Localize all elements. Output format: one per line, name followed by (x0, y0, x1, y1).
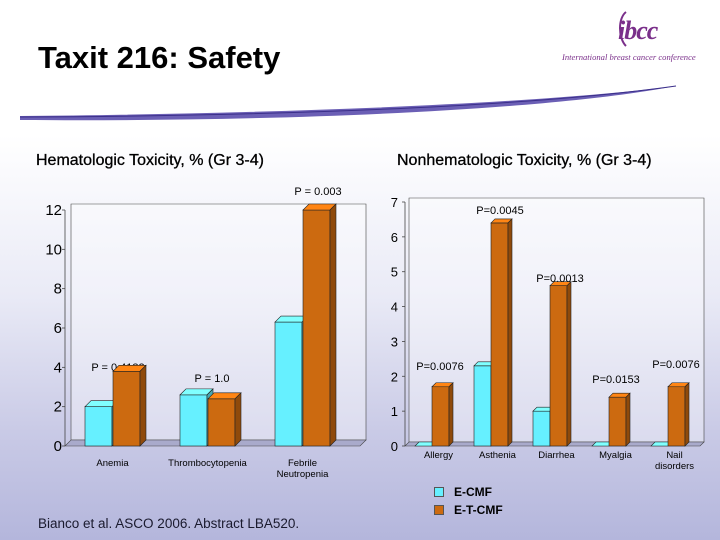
hematologic-chart-title: Hematologic Toxicity, % (Gr 3-4) (36, 152, 264, 169)
bar-front (112, 370, 141, 447)
p-value-label: P=0.0013 (536, 273, 583, 285)
p-value-label: P = 1.0 (195, 373, 230, 385)
legend-label: E-T-CMF (454, 503, 503, 517)
bar-side (139, 364, 147, 447)
bar-e-t-cmf (302, 203, 337, 447)
y-tick-label: 2 (391, 369, 398, 384)
logo-arc (619, 11, 627, 47)
legend-swatch-ecmf (434, 487, 444, 497)
nonhematologic-chart-title: Nonhematologic Toxicity, % (Gr 3-4) (397, 152, 652, 169)
x-tick-label: Neutropenia (277, 469, 329, 480)
y-tick-label: 12 (45, 202, 62, 219)
logo-subtitle: International breast cancer conference (562, 52, 696, 62)
bar-e-t-cmf (490, 218, 513, 447)
x-tick-label: Febrile (288, 458, 317, 469)
x-tick-label: Anemia (96, 458, 129, 469)
bar-front (473, 365, 492, 447)
y-tick-label: 8 (54, 281, 62, 298)
legend: E-CMF E-T-CMF (434, 483, 503, 519)
x-tick-label: Nail (666, 450, 682, 461)
bar-e-t-cmf (112, 364, 147, 447)
legend-item-ecmf: E-CMF (434, 483, 503, 501)
p-value-label: P=0.0153 (592, 374, 639, 386)
bar-side (329, 203, 337, 447)
citation: Bianco et al. ASCO 2006. Abstract LBA520… (38, 516, 300, 531)
bar-e-t-cmf (431, 382, 454, 447)
y-tick-label: 7 (391, 195, 398, 210)
x-tick-label: Myalgia (599, 450, 632, 461)
p-value-label: P = 0.003 (294, 186, 341, 198)
slide-title: Taxit 216: Safety (38, 40, 281, 75)
y-tick-label: 4 (54, 359, 62, 376)
bar-front (302, 209, 331, 447)
bar-front (207, 398, 236, 447)
y-tick-label: 2 (54, 399, 62, 416)
x-tick-label: Asthenia (479, 450, 517, 461)
logo: ibcc International breast cancer confere… (560, 8, 720, 68)
title-swoosh (19, 85, 677, 121)
y-tick-label: 3 (391, 334, 398, 349)
y-tick-label: 0 (391, 439, 398, 454)
bar-front (608, 396, 627, 447)
y-tick-label: 5 (391, 265, 398, 280)
p-value-label: P=0.0076 (652, 359, 699, 371)
bar-e-t-cmf (667, 382, 690, 447)
y-tick-label: 0 (54, 438, 62, 455)
x-tick-label: Diarrhea (538, 450, 575, 461)
p-value-label: P=0.0045 (476, 205, 523, 217)
bar-e-t-cmf (549, 280, 572, 447)
bar-front (84, 406, 113, 447)
x-tick-label: disorders (655, 461, 694, 472)
bar-e-t-cmf (207, 392, 242, 447)
bar-side (625, 392, 631, 447)
bar-front (431, 386, 450, 447)
legend-item-etcmf: E-T-CMF (434, 501, 503, 519)
y-tick-label: 4 (391, 300, 398, 315)
bar-side (507, 218, 513, 447)
legend-label: E-CMF (454, 485, 492, 499)
p-value-label: P=0.0076 (416, 361, 463, 373)
bar-front (490, 222, 509, 447)
bar-front (532, 410, 551, 447)
bar-side (684, 382, 690, 447)
bar-side (566, 280, 572, 447)
y-tick-label: 1 (391, 404, 398, 419)
y-tick-label: 6 (391, 230, 398, 245)
bar-side (448, 382, 454, 447)
bar-front (274, 321, 303, 447)
legend-swatch-etcmf (434, 505, 444, 515)
y-tick-label: 6 (54, 320, 62, 337)
y-tick-label: 10 (45, 241, 62, 258)
bar-front (549, 285, 568, 447)
x-tick-label: Allergy (424, 450, 453, 461)
bar-e-t-cmf (608, 392, 631, 447)
bar-side (234, 392, 242, 447)
x-tick-label: Thrombocytopenia (168, 458, 247, 469)
bar-front (179, 394, 208, 447)
logo-mark: ibcc (618, 16, 658, 45)
bar-front (667, 386, 686, 447)
